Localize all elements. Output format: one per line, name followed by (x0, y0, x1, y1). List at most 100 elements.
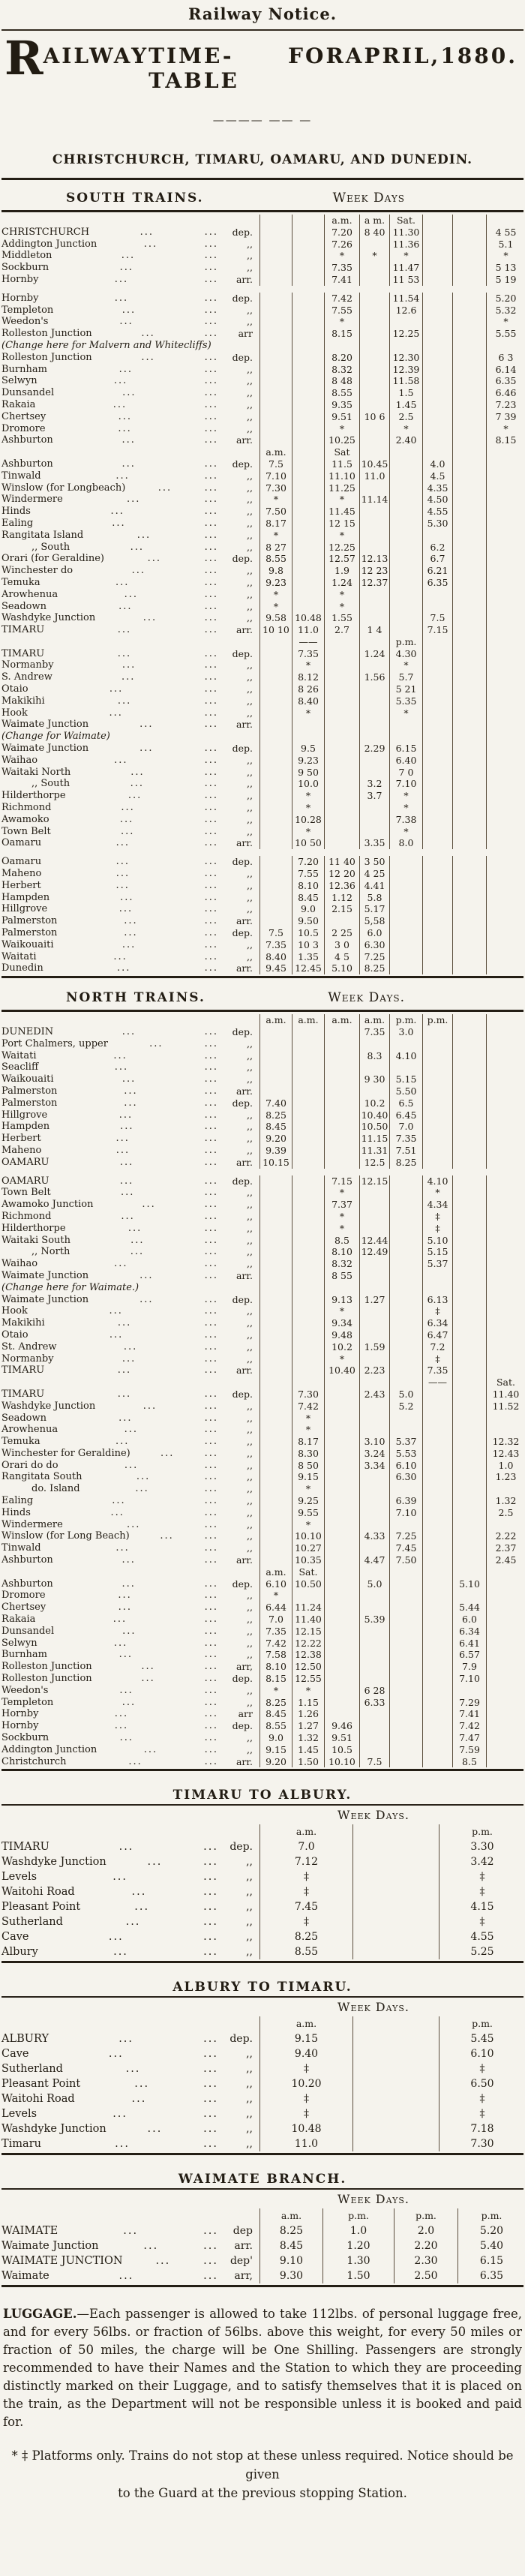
time-cell (260, 707, 292, 719)
time-cell (452, 1037, 486, 1050)
time-cell: 1.45 (389, 398, 422, 411)
station-name-cell: Sockburn...... (0, 1732, 218, 1744)
dep-arr-label: ,, (246, 1901, 253, 1914)
time-cell (260, 1353, 292, 1365)
time-cell (324, 1578, 359, 1590)
station-name-cell (0, 636, 218, 648)
time-cell (422, 825, 452, 838)
dep-arr-label: ,, (247, 825, 253, 837)
time-cell (260, 1026, 292, 1038)
time-cell (422, 1037, 452, 1050)
station-name: Awamoko (2, 813, 50, 825)
time-cell (452, 927, 486, 939)
column-header-row: a.m. p.m. (0, 2016, 525, 2032)
station-name-cell: Tinwald...... (0, 470, 218, 482)
dep-arr-label: ,, (247, 1518, 253, 1530)
timetable-row: OAMARU...... arr. 10.15 12.5 8.25 (0, 1156, 525, 1169)
time-cell (422, 1755, 452, 1768)
station-name: Hornby (2, 1708, 39, 1720)
timetable-row: Tinwald......,, 10.27 7.45 2.37 (0, 1542, 525, 1555)
time-cell (324, 1459, 359, 1472)
time-cell (324, 766, 359, 779)
leader-dots: ... (204, 506, 218, 518)
dep-arr-label: ,, (247, 1602, 253, 1614)
time-cell (422, 1073, 452, 1085)
timetable-row: Christchurch...... arr. 9.20 1.50 10.10 7.5 8.… (0, 1755, 525, 1768)
leader-dots: ... (204, 1329, 218, 1341)
leader-dots: ... (120, 1121, 134, 1133)
leader-dots: ... (124, 915, 138, 927)
leader-dots: ... (109, 707, 123, 719)
leader-dots: ... (117, 647, 132, 659)
time-cell (452, 588, 486, 601)
leader-dots: ... (204, 903, 218, 915)
timetable-row: Waihao......,, 8.32 5.37 (0, 1258, 525, 1270)
time-cell: 2.30 (394, 2253, 458, 2269)
time-cell (324, 1026, 359, 1038)
time-cell (389, 529, 422, 542)
station-name: Cave (2, 1931, 29, 1944)
leader-dots: ... (203, 2063, 218, 2076)
title-word: R AILWAY (4, 35, 148, 82)
leader-dots: ... (141, 1661, 155, 1673)
leader-dots: ... (204, 778, 218, 790)
time-cell (452, 856, 486, 869)
time-cell (486, 1412, 525, 1425)
time-cell (486, 1661, 525, 1674)
timetable-row: Ealing......,, 9.25 6.39 1.32 (0, 1495, 525, 1507)
time-cell (452, 825, 486, 838)
time-cell (359, 316, 389, 329)
time-cell (452, 813, 486, 826)
time-cell (389, 1305, 422, 1318)
time-cell (422, 1436, 452, 1448)
time-cell (452, 1073, 486, 1085)
time-cell (452, 1530, 486, 1543)
time-cell (486, 903, 525, 916)
time-cell (260, 410, 292, 423)
time-column-header (452, 446, 486, 458)
time-cell (422, 316, 452, 329)
time-cell: 1.24 (359, 647, 389, 660)
time-cell (324, 671, 359, 684)
time-cell (324, 778, 359, 791)
timetable-row: Awamoko Junction......,, 7.37 4.34 (0, 1199, 525, 1211)
time-cell: * (486, 422, 525, 435)
station-name-cell: Hornby...... (0, 293, 218, 305)
station-name-cell: Hampden...... (0, 1121, 218, 1133)
time-cell (324, 1673, 359, 1685)
station-name-cell (0, 1014, 218, 1026)
time-cell: 7.35 (292, 647, 324, 660)
time-cell (324, 1400, 359, 1413)
dep-arr-label: ,, (246, 1886, 253, 1899)
time-cell (260, 1199, 292, 1211)
time-cell: 8.15 (260, 1673, 292, 1685)
dep-arr-label: dep. (232, 1578, 253, 1590)
time-cell: 7.10 (260, 470, 292, 482)
time-cell (422, 1412, 452, 1425)
divider (2, 2285, 524, 2288)
station-name-cell: Cave...... (0, 1929, 218, 1944)
time-cell: 8.25 (260, 1109, 292, 1121)
time-cell (389, 1732, 422, 1744)
station-name-cell: Hornby...... (0, 1720, 218, 1732)
dep-arr-label: dep. (232, 351, 253, 363)
time-cell: 9.58 (260, 612, 292, 625)
title-word: FOR (288, 44, 346, 68)
timetable-row: S. Andrew......,, 8.12 1.56 5.7 (0, 671, 525, 684)
station-name: Waikouaiti (2, 1073, 54, 1085)
time-cell (324, 339, 359, 352)
time-cell (486, 529, 525, 542)
station-name-cell: Palmerston...... (0, 1085, 218, 1097)
timetable-row: Palmerston...... dep. 7.5 10.5 2 25 6.0 (0, 927, 525, 939)
leader-dots: ... (122, 458, 136, 470)
time-cell (452, 541, 486, 554)
change-note: (Change for Waimate) (2, 731, 110, 743)
time-cell (359, 363, 389, 376)
time-cell (422, 1708, 452, 1721)
time-cell: 1.15 (292, 1696, 324, 1709)
time-cell (292, 1269, 324, 1282)
time-cell (389, 1412, 422, 1425)
time-cell: 11.0 (260, 2136, 352, 2152)
time-cell (486, 915, 525, 928)
time-cell (422, 434, 452, 447)
